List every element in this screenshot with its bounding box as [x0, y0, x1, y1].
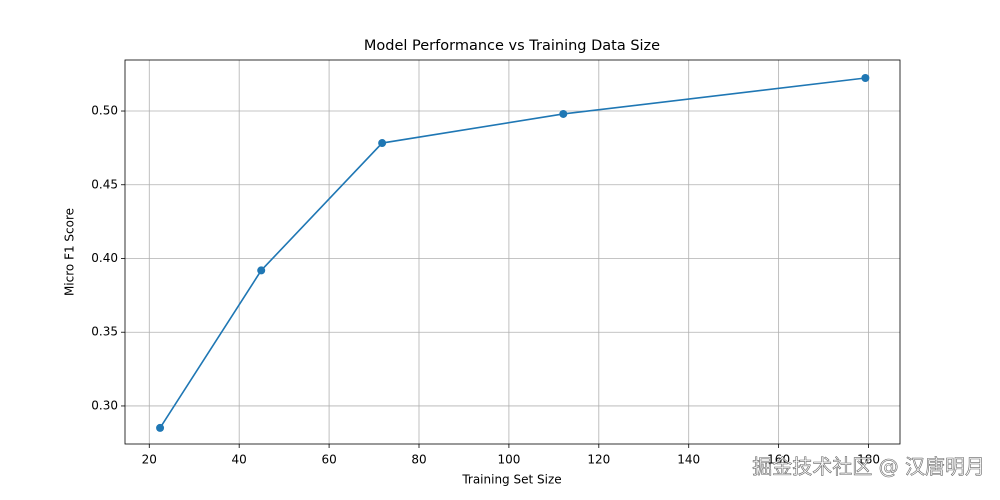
- y-tick-label: 0.30: [91, 398, 118, 412]
- y-tick-label: 0.35: [91, 325, 118, 339]
- y-tick-label: 0.40: [91, 251, 118, 265]
- x-tick-label: 140: [677, 453, 700, 467]
- x-tick-label: 20: [142, 453, 157, 467]
- marker: [257, 266, 266, 275]
- marker: [559, 109, 568, 118]
- x-tick-label: 40: [232, 453, 247, 467]
- x-axis-label: Training Set Size: [461, 473, 561, 487]
- x-tick-label: 100: [497, 453, 520, 467]
- marker: [156, 423, 165, 432]
- marker: [861, 73, 870, 82]
- watermark: 掘金技术社区 @ 汉唐明月: [752, 455, 985, 479]
- plot-frame: [124, 59, 901, 445]
- x-tick-label: 120: [587, 453, 610, 467]
- marker: [378, 139, 387, 148]
- x-tick-label: 160: [767, 453, 790, 467]
- x-tick-label: 180: [857, 453, 880, 467]
- line: [159, 77, 866, 429]
- y-tick-label: 0.50: [91, 104, 118, 118]
- chart-title: Model Performance vs Training Data Size: [364, 38, 660, 54]
- x-tick-label: 80: [411, 453, 426, 467]
- y-axis-label: Micro F1 Score: [63, 208, 77, 296]
- y-tick-label: 0.45: [91, 177, 118, 191]
- x-tick-label: 60: [321, 453, 336, 467]
